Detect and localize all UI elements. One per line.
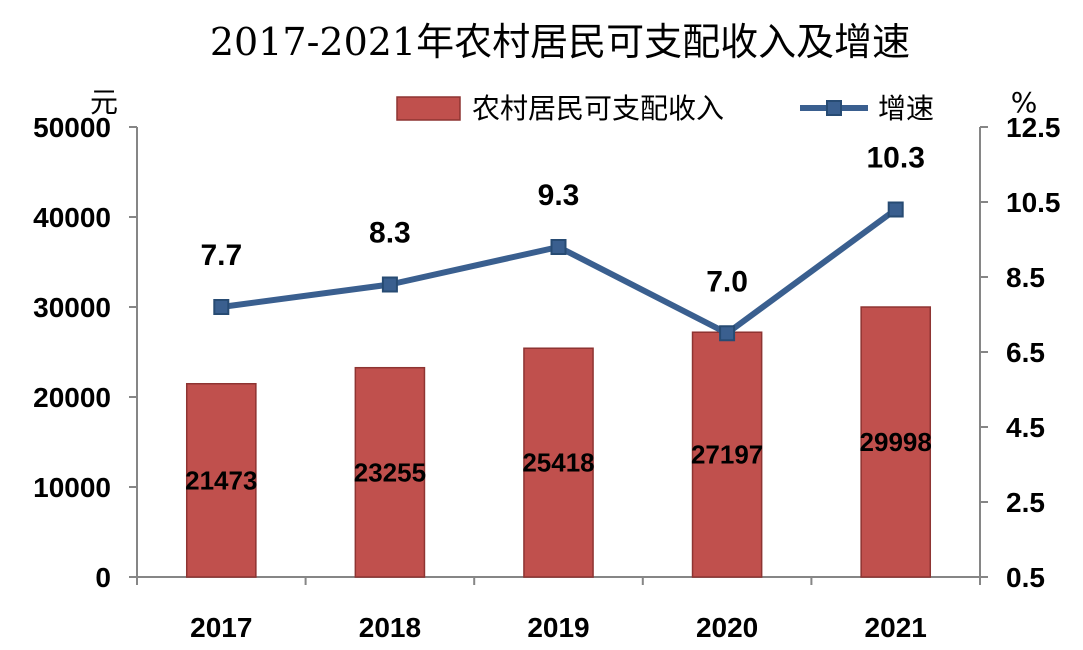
line-series [213,201,904,342]
y2-tick-label: 2.5 [1006,487,1045,518]
bar-series [185,306,932,578]
line-data-label: 8.3 [369,217,411,250]
x-tick-label: 2019 [527,612,589,643]
growth-line [220,207,898,337]
y2-tick-label: 0.5 [1006,562,1045,593]
bar-data-label: 25418 [522,448,594,478]
y2-tick-label: 10.5 [1006,187,1061,218]
bar-data-label: 21473 [185,465,257,495]
x-tick-label: 2021 [865,612,927,643]
y-tick-label: 50000 [33,112,111,143]
y2-tick-label: 12.5 [1006,112,1061,143]
legend-line-marker [826,100,842,116]
y-tick-label: 20000 [33,382,111,413]
line-point-marker [550,239,567,255]
legend: 农村居民可支配收入 增速 [396,92,934,125]
bar [860,306,932,578]
y2-tick-label: 4.5 [1006,412,1045,443]
legend-bar-swatch [396,96,461,121]
legend-label-income: 农村居民可支配收入 [472,92,724,125]
data-labels: 21473 23255 25418 27197 29998 7.7 8.3 9.3 7.0 10.… [185,142,932,496]
bar-data-label: 29998 [860,427,932,457]
line-data-label: 9.3 [538,179,580,212]
chart-title: 2017-2021年农村居民可支配收入及增速 [210,20,910,64]
line-point-marker [381,276,398,293]
axes: 50000 40000 30000 20000 10000 0 12.5 10.5 8.5 6.5… [33,112,1060,643]
y-tick-label: 0 [95,562,111,593]
bar [354,366,426,578]
line-data-label: 7.7 [200,239,242,272]
bar-data-label: 23255 [354,457,426,487]
line-point-marker [213,299,230,315]
y-tick-label: 10000 [33,472,111,503]
legend-label-growth: 增速 [878,92,934,125]
y2-tick-label: 8.5 [1006,262,1045,293]
line-data-label: 10.3 [867,142,925,175]
line-point-marker [719,325,736,342]
y2-tick-label: 6.5 [1006,337,1045,368]
x-tick-label: 2020 [696,612,758,643]
y-axis-unit-label: 元 [90,86,118,119]
x-tick-label: 2018 [359,612,421,643]
line-point-marker [887,201,904,218]
y-tick-label: 40000 [33,202,111,233]
bar-data-label: 27197 [691,440,763,470]
x-tick-label: 2017 [190,612,252,643]
y2-axis-unit-label: % [1011,86,1038,119]
bar [185,382,257,578]
bar [691,331,763,578]
y-tick-label: 30000 [33,292,111,323]
line-data-label: 7.0 [706,265,748,298]
bar [523,347,594,578]
